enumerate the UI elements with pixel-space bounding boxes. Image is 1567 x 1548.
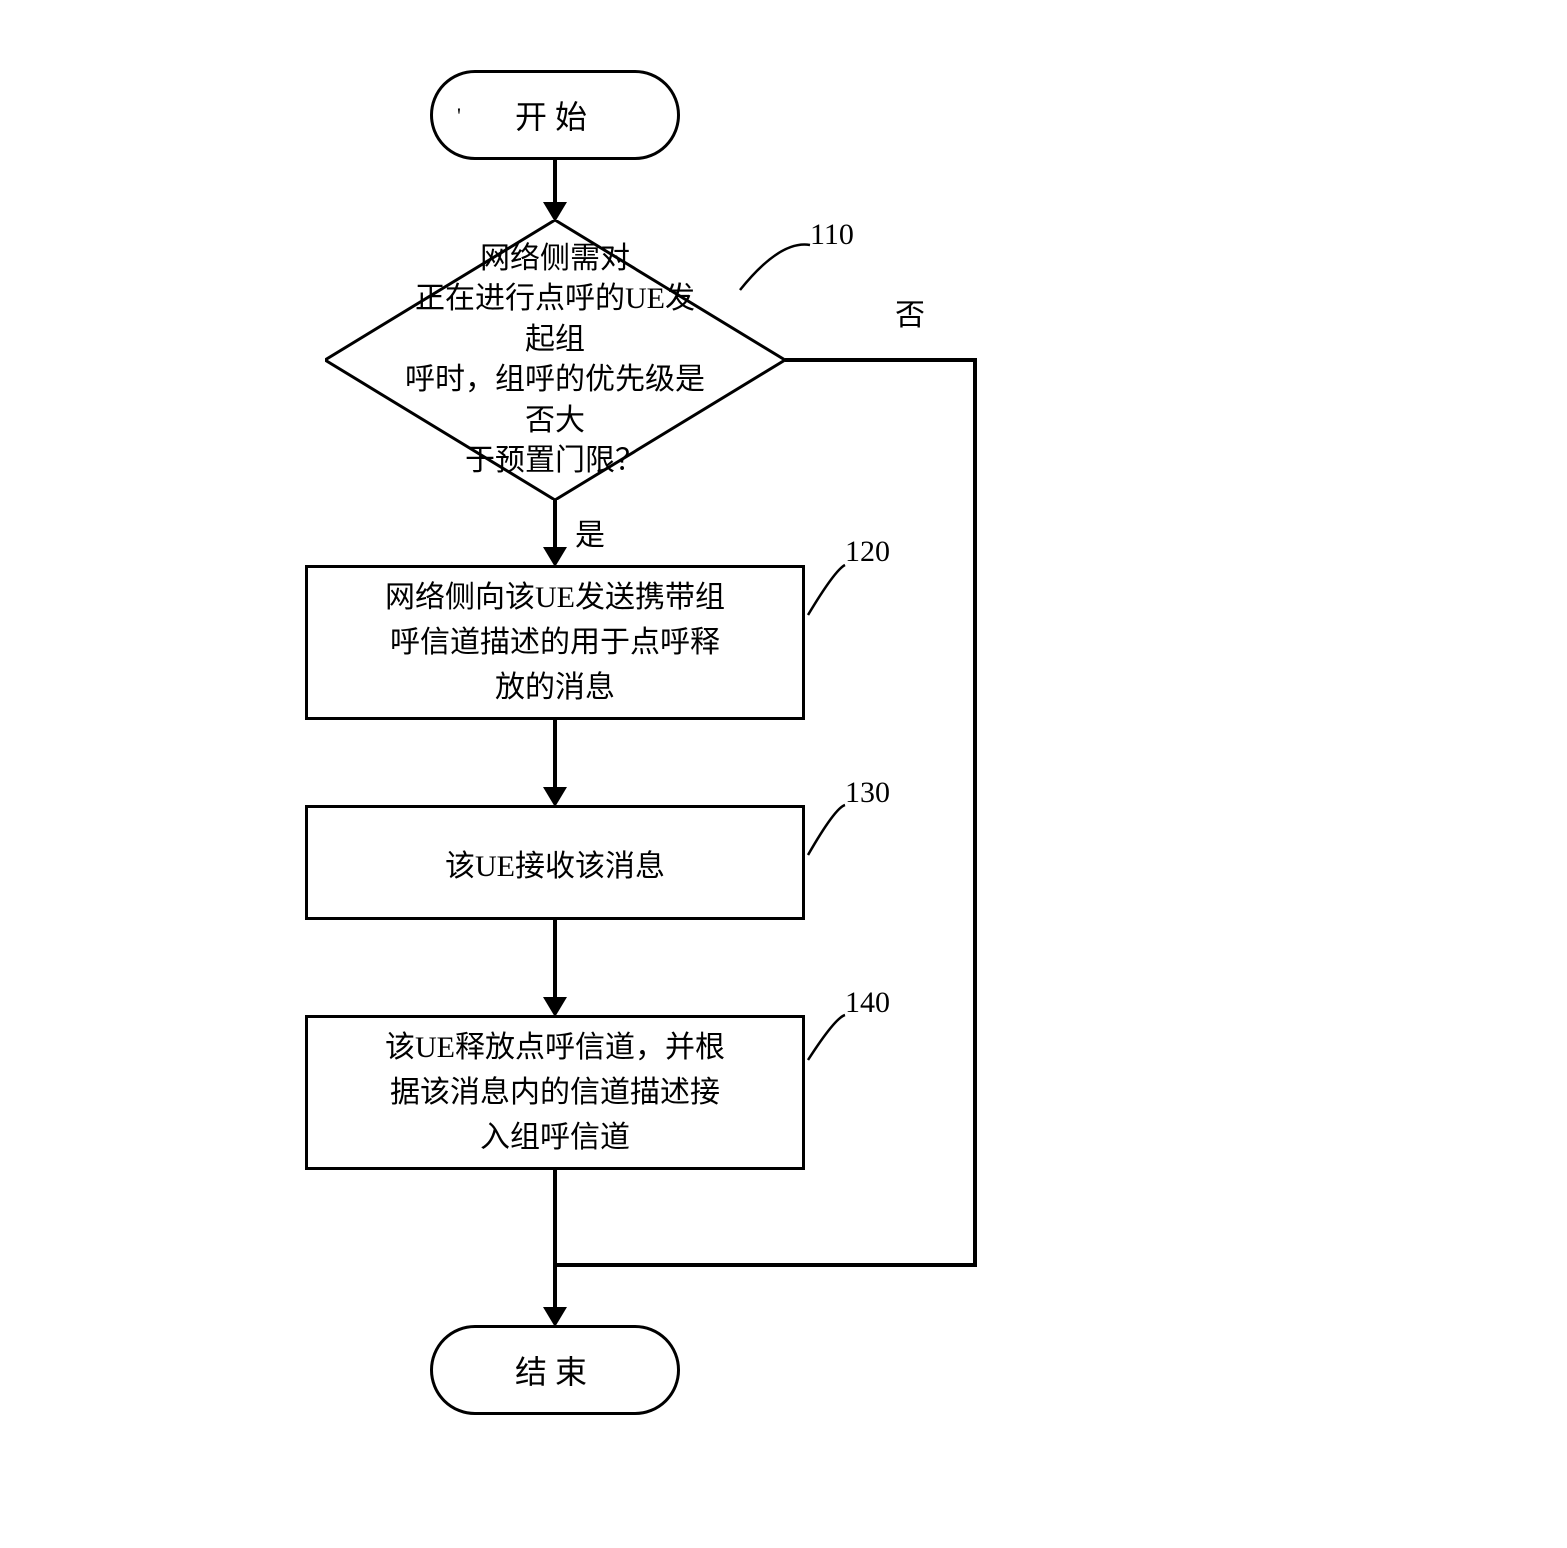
ref-110-label: 110 [810,218,854,252]
arrowhead-2 [543,547,567,567]
decision-110: 网络侧需对正在进行点呼的UE发起组呼时，组呼的优先级是否大于预置门限？ [325,220,785,500]
process-130: 该UE接收该消息 [305,805,805,920]
arrowhead-5 [543,1307,567,1327]
ref-130-label: 130 [845,776,890,810]
arrow-120-to-130 [553,720,557,790]
end-terminal: 结束 [430,1325,680,1415]
bypass-h2 [553,1263,977,1267]
bypass-h1 [785,358,977,362]
arrow-130-to-140 [553,920,557,1000]
start-tick: ' [457,103,461,129]
process-120: 网络侧向该UE发送携带组呼信道描述的用于点呼释放的消息 [305,565,805,720]
process-120-label: 网络侧向该UE发送携带组呼信道描述的用于点呼释放的消息 [385,575,725,710]
arrowhead-1 [543,202,567,222]
arrowhead-3 [543,787,567,807]
arrow-140-to-end [553,1170,557,1310]
process-140: 该UE释放点呼信道，并根据该消息内的信道描述接入组呼信道 [305,1015,805,1170]
ref-120-label: 120 [845,535,890,569]
flowchart-container: 开始 ' 网络侧需对正在进行点呼的UE发起组呼时，组呼的优先级是否大于预置门限？… [40,60,1527,1488]
decision-label: 网络侧需对正在进行点呼的UE发起组呼时，组呼的优先级是否大于预置门限？ [405,239,705,482]
start-label: 开始 [515,92,595,138]
process-140-label: 该UE释放点呼信道，并根据该消息内的信道描述接入组呼信道 [385,1025,725,1160]
arrow-start-to-decision [553,160,557,205]
yes-label: 是 [575,510,605,554]
start-terminal: 开始 ' [430,70,680,160]
ref-140-label: 140 [845,986,890,1020]
process-130-label: 该UE接收该消息 [445,841,665,885]
decision-110-text: 网络侧需对正在进行点呼的UE发起组呼时，组呼的优先级是否大于预置门限？ [325,220,785,500]
bypass-v [973,358,977,1267]
arrowhead-4 [543,997,567,1017]
arrow-decision-to-120 [553,500,557,550]
no-label: 否 [895,290,925,334]
end-label: 结束 [515,1347,595,1393]
